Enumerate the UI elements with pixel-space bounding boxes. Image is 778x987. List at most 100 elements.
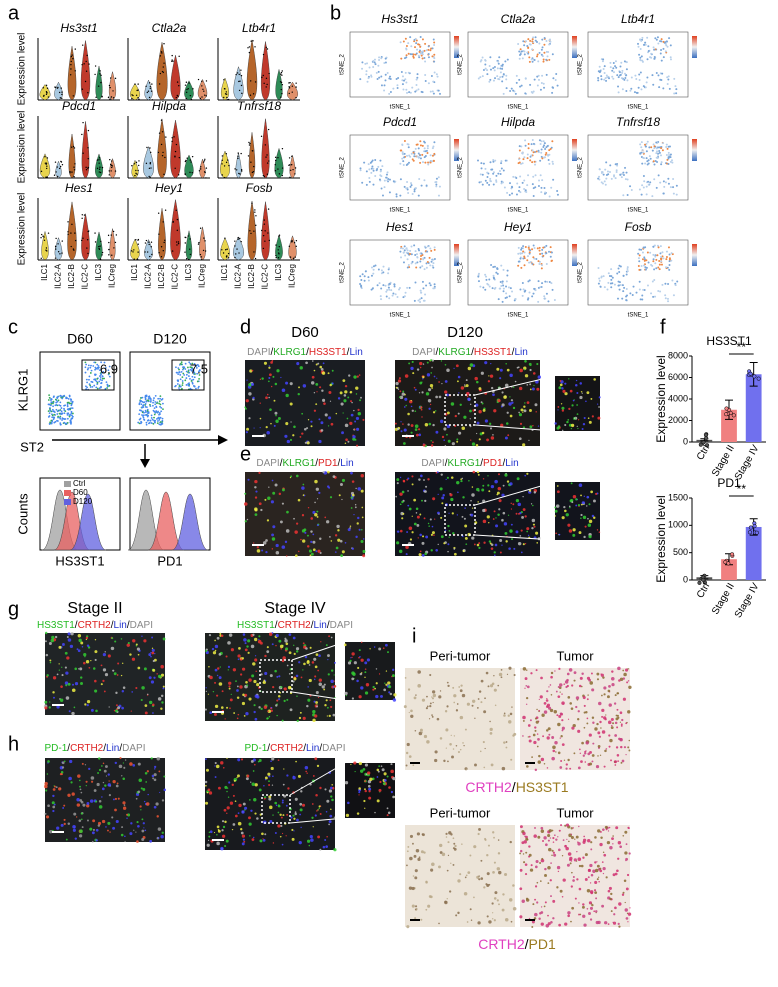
cell-point bbox=[520, 247, 523, 250]
cell bbox=[475, 403, 479, 407]
cell bbox=[307, 698, 311, 702]
cell bbox=[457, 491, 459, 494]
point bbox=[57, 243, 59, 245]
event bbox=[152, 401, 154, 404]
cell-point bbox=[668, 260, 671, 263]
cell-point bbox=[671, 279, 674, 282]
cell bbox=[220, 761, 224, 765]
cell bbox=[364, 807, 366, 809]
point bbox=[200, 256, 203, 258]
cell bbox=[136, 821, 139, 824]
cell bbox=[244, 407, 247, 410]
cell bbox=[280, 816, 283, 819]
cell-point bbox=[551, 86, 554, 89]
event bbox=[88, 375, 91, 378]
cell bbox=[144, 711, 148, 715]
cell bbox=[279, 813, 282, 816]
cell bbox=[351, 401, 353, 404]
cell-point bbox=[426, 245, 429, 248]
zoom-line bbox=[474, 375, 556, 396]
event bbox=[154, 401, 157, 403]
cell-point bbox=[661, 251, 664, 254]
point bbox=[227, 257, 230, 259]
point bbox=[221, 159, 223, 161]
cell bbox=[290, 475, 293, 478]
cell-point bbox=[409, 36, 412, 39]
point bbox=[281, 148, 284, 150]
cell bbox=[86, 802, 90, 805]
cell-point bbox=[401, 152, 404, 155]
cell-point bbox=[406, 266, 409, 269]
cell bbox=[517, 366, 520, 369]
cell-point bbox=[611, 69, 614, 72]
cell bbox=[251, 674, 255, 678]
event bbox=[189, 387, 192, 390]
cell-point bbox=[406, 91, 409, 94]
cell bbox=[350, 496, 353, 499]
cell bbox=[368, 790, 371, 793]
cell bbox=[310, 420, 313, 423]
cell bbox=[470, 499, 472, 502]
cell bbox=[499, 551, 502, 554]
cell-point bbox=[655, 186, 658, 189]
cell bbox=[103, 769, 107, 773]
cell bbox=[414, 388, 417, 391]
cell bbox=[414, 428, 418, 431]
cell bbox=[308, 664, 311, 666]
cell bbox=[257, 639, 262, 644]
point bbox=[40, 233, 43, 236]
cell-point bbox=[407, 161, 410, 164]
cell bbox=[385, 643, 388, 647]
violin bbox=[184, 154, 194, 179]
cell bbox=[91, 831, 95, 835]
cell bbox=[360, 473, 364, 478]
cell bbox=[420, 408, 423, 411]
x-label: tSNE_1 bbox=[390, 105, 411, 111]
cell bbox=[237, 654, 241, 658]
cell-point bbox=[360, 284, 363, 287]
cell bbox=[364, 763, 369, 767]
cell bbox=[351, 697, 355, 700]
point bbox=[248, 144, 251, 146]
event bbox=[96, 387, 99, 390]
cell bbox=[213, 831, 216, 834]
point bbox=[185, 91, 188, 94]
cell-point bbox=[492, 172, 495, 175]
cell bbox=[76, 798, 80, 802]
cell bbox=[112, 780, 116, 784]
cell bbox=[504, 531, 508, 535]
cell bbox=[248, 799, 251, 801]
cell-point bbox=[527, 142, 530, 145]
cell-point bbox=[429, 49, 432, 52]
cell bbox=[111, 637, 114, 640]
cell bbox=[216, 674, 219, 677]
cell bbox=[478, 410, 482, 414]
event bbox=[139, 400, 142, 403]
cell-point bbox=[432, 145, 435, 148]
cell bbox=[343, 643, 347, 647]
cell bbox=[271, 757, 275, 761]
point bbox=[108, 174, 110, 176]
point bbox=[46, 87, 49, 89]
cell-point bbox=[548, 149, 551, 152]
category-label: ILC1 bbox=[220, 263, 229, 280]
cell bbox=[328, 823, 330, 826]
cell bbox=[114, 640, 117, 643]
cell bbox=[326, 836, 328, 838]
point bbox=[163, 62, 165, 64]
event bbox=[56, 410, 59, 413]
point bbox=[752, 374, 757, 379]
cell bbox=[561, 406, 565, 410]
point bbox=[100, 240, 102, 243]
point bbox=[251, 171, 254, 174]
cell bbox=[260, 508, 263, 512]
cell-point bbox=[649, 181, 652, 184]
cell bbox=[162, 637, 166, 641]
cell bbox=[394, 422, 397, 425]
cell-point bbox=[644, 145, 647, 148]
cell bbox=[61, 666, 63, 668]
cell bbox=[320, 421, 324, 425]
cell bbox=[490, 436, 495, 440]
event bbox=[85, 385, 87, 388]
cell-point bbox=[536, 247, 539, 250]
